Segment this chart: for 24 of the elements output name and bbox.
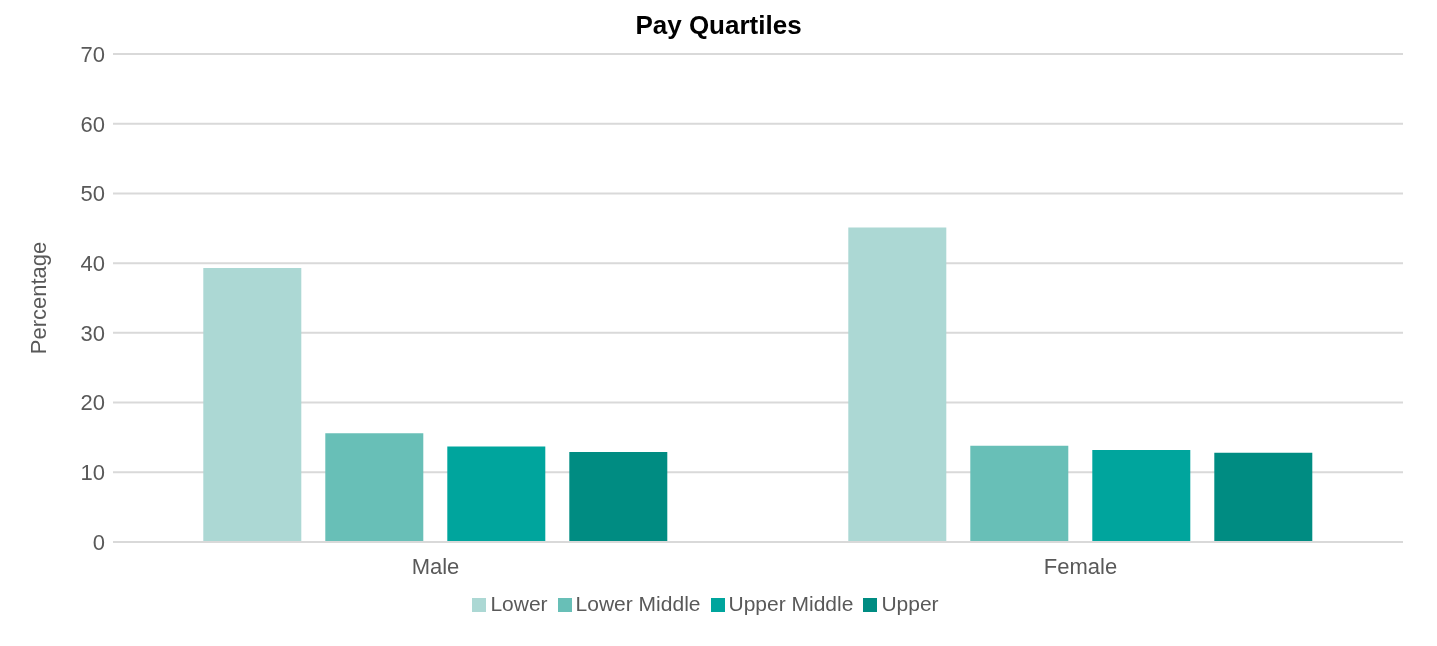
y-tick-label: 30 — [80, 320, 105, 346]
legend-label: Upper — [881, 592, 939, 615]
bar — [970, 445, 1069, 542]
y-tick-label: 0 — [92, 529, 105, 555]
y-tick-label: 60 — [80, 111, 105, 137]
bar — [1214, 452, 1313, 542]
legend-label: Upper Middle — [728, 592, 854, 615]
y-tick-label: 50 — [80, 181, 105, 207]
bar — [569, 452, 668, 542]
bar — [1092, 449, 1191, 542]
bar — [203, 268, 302, 542]
y-tick-label: 70 — [80, 41, 105, 67]
bar — [848, 227, 947, 542]
x-tick-label: Female — [1043, 553, 1118, 579]
y-tick-label: 40 — [80, 250, 105, 276]
legend-label: Lower Middle — [575, 592, 701, 615]
x-tick-label: Male — [411, 553, 460, 579]
chart-title: Pay Quartiles — [634, 10, 803, 40]
bar — [325, 433, 424, 542]
y-tick-label: 10 — [80, 460, 105, 486]
bar — [447, 446, 546, 542]
y-tick-label: 20 — [80, 390, 105, 416]
legend-label: Lower — [490, 592, 548, 615]
y-axis-title: Percentage — [25, 241, 51, 355]
